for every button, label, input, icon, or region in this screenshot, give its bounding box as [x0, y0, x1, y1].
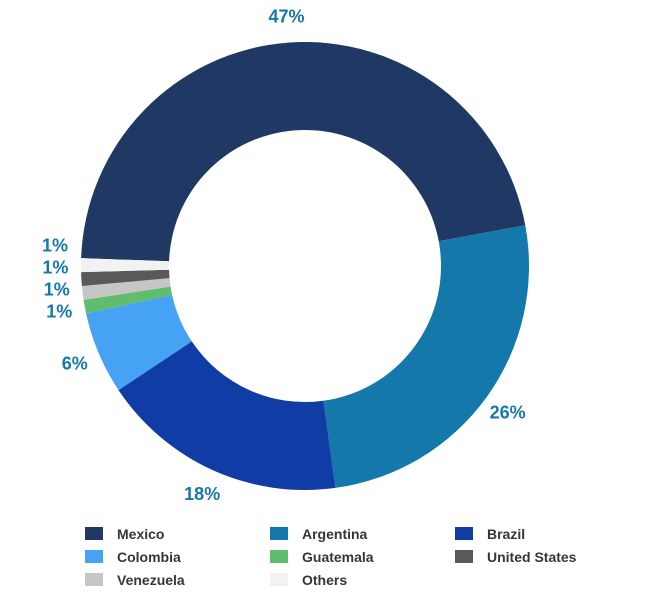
donut-chart: 47%26%18%6%1%1%1%1% [42, 7, 530, 504]
pie-slice-argentina [323, 225, 530, 488]
slice-label-colombia: 6% [62, 354, 88, 374]
slice-label-brazil: 18% [184, 484, 220, 504]
legend-swatch-venezuela [85, 573, 103, 586]
legend-item-united-states: United States [455, 545, 640, 568]
legend-item-brazil: Brazil [455, 522, 640, 545]
pie-slice-brazil [118, 341, 336, 491]
legend-label-others: Others [302, 571, 348, 588]
legend-swatch-mexico [85, 527, 103, 540]
legend-swatch-others [270, 573, 288, 586]
legend-column: Argentina Guatemala Others [270, 522, 455, 591]
legend-swatch-colombia [85, 550, 103, 563]
legend-swatch-brazil [455, 527, 473, 540]
pie-slice-mexico [81, 41, 526, 262]
pie-slice-united-states [81, 269, 170, 287]
slice-label-mexico: 47% [268, 7, 304, 27]
legend-label-united-states: United States [487, 548, 577, 565]
legend-column: Mexico Colombia Venezuela [85, 522, 270, 591]
legend-item-others: Others [270, 568, 455, 591]
legend-swatch-guatemala [270, 550, 288, 563]
legend-label-brazil: Brazil [487, 525, 526, 542]
slice-label-others: 1% [42, 236, 68, 256]
legend-label-guatemala: Guatemala [302, 548, 374, 565]
legend-item-venezuela: Venezuela [85, 568, 270, 591]
slice-label-united-states: 1% [42, 258, 68, 278]
legend-column: Brazil United States [455, 522, 640, 591]
pie-slice-colombia [86, 294, 192, 391]
legend-swatch-united-states [455, 550, 473, 563]
legend-label-argentina: Argentina [302, 525, 368, 542]
pie-slice-venezuela [81, 278, 171, 300]
legend-item-argentina: Argentina [270, 522, 455, 545]
slice-label-venezuela: 1% [44, 280, 70, 300]
legend-label-venezuela: Venezuela [117, 571, 185, 588]
legend-label-mexico: Mexico [117, 525, 165, 542]
slice-label-guatemala: 1% [46, 302, 72, 322]
slice-label-argentina: 26% [490, 403, 526, 423]
legend: Mexico Colombia Venezuela Argentina Guatemal… [85, 522, 640, 591]
legend-item-guatemala: Guatemala [270, 545, 455, 568]
legend-item-colombia: Colombia [85, 545, 270, 568]
legend-item-mexico: Mexico [85, 522, 270, 545]
legend-label-colombia: Colombia [117, 548, 181, 565]
chart-area: 47% 26% 18% 6% 1% 1% 1% 1% [42, 7, 530, 504]
pie-slice-others [80, 258, 170, 273]
legend-swatch-argentina [270, 527, 288, 540]
pie-slice-guatemala [83, 286, 173, 314]
